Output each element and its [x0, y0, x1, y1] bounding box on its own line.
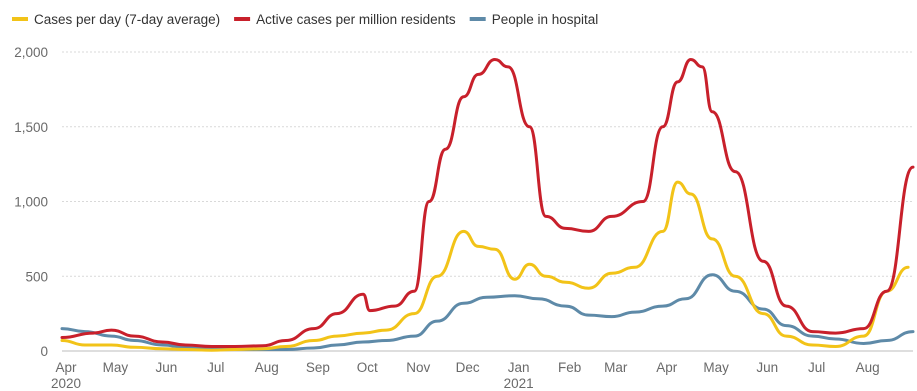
series-line-people-in-hospital — [60, 273, 915, 351]
x-tick-year-label: 2020 — [51, 376, 81, 391]
x-tick-label: Aug — [255, 360, 279, 375]
x-tick-label: Jan — [508, 360, 530, 375]
legend-label: Active cases per million residents — [256, 12, 456, 27]
x-tick-label: May — [103, 360, 129, 375]
y-tick-label: 500 — [25, 269, 48, 284]
x-tick-label: Mar — [604, 360, 628, 375]
x-tick-label: Sep — [306, 360, 330, 375]
legend-item-cases-per-day-7-day-average: Cases per day (7-day average) — [12, 12, 220, 27]
x-tick-label: Dec — [456, 360, 480, 375]
y-axis: 0 500 1,000 1,500 2,000 — [14, 45, 48, 359]
x-tick-label: Aug — [856, 360, 880, 375]
legend-label: Cases per day (7-day average) — [34, 12, 220, 27]
x-tick-label: Jun — [756, 360, 778, 375]
x-tick-label: Jul — [207, 360, 224, 375]
legend-item-people-in-hospital: People in hospital — [469, 12, 599, 27]
y-tick-label: 0 — [40, 344, 48, 359]
series-line-cases-per-day-7-day-average — [60, 180, 910, 352]
legend-label: People in hospital — [492, 12, 599, 27]
x-tick-year-label: 2021 — [504, 376, 534, 391]
series-line-active-cases-per-million-residents — [60, 58, 915, 348]
y-tick-label: 1,500 — [14, 120, 48, 135]
legend-item-active-cases-per-million-residents: Active cases per million residents — [234, 12, 456, 27]
x-tick-label: Jul — [808, 360, 825, 375]
y-tick-label: 2,000 — [14, 45, 48, 60]
series-layer — [60, 58, 915, 352]
y-tick-label: 1,000 — [14, 195, 48, 210]
x-tick-label: Apr — [55, 360, 77, 375]
x-tick-label: Jun — [156, 360, 178, 375]
x-tick-label: Oct — [357, 360, 378, 375]
x-tick-label: May — [703, 360, 729, 375]
x-tick-label: Apr — [656, 360, 678, 375]
x-tick-label: Nov — [406, 360, 430, 375]
chart-legend: Cases per day (7-day average) Active case… — [12, 12, 598, 27]
x-tick-label: Feb — [558, 360, 581, 375]
